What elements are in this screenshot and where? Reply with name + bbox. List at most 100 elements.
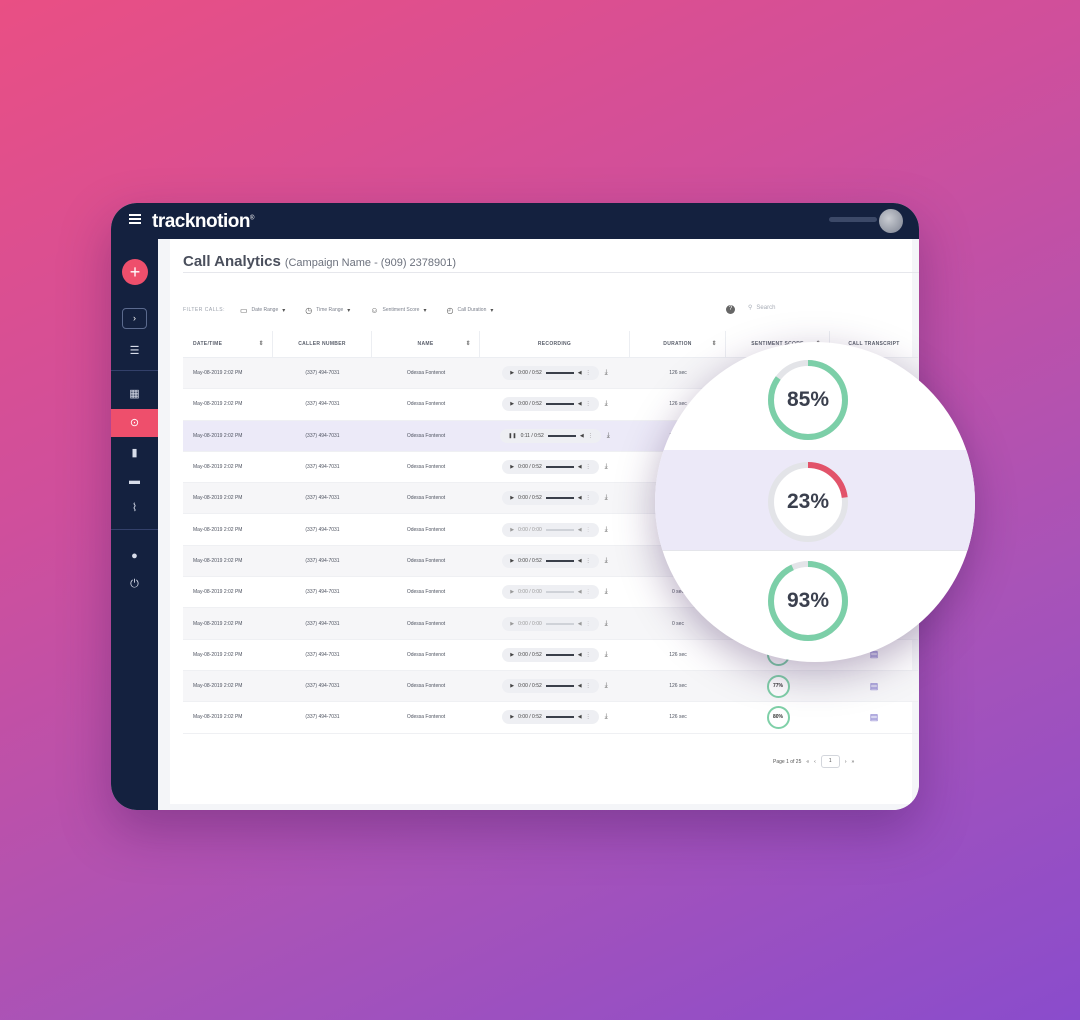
download-icon[interactable]: ⤓ [604,650,608,658]
volume-icon[interactable]: ◀ [577,620,582,627]
play-icon[interactable]: ▶ [510,651,515,658]
next-page-icon[interactable]: › [844,758,847,765]
table-row[interactable]: May-08-2019 2:02 PM (337) 494-7031 Odessa … [183,702,918,734]
play-icon[interactable]: ▶ [510,620,515,627]
play-icon[interactable]: ▶ [510,714,515,721]
play-icon[interactable]: ▶ [510,683,515,690]
time-range-filter[interactable]: ◷ Time Range ▾ [300,302,356,318]
download-icon[interactable]: ⤓ [604,682,608,690]
volume-icon[interactable]: ◀ [577,401,582,408]
avatar[interactable] [879,209,903,233]
sentiment-score-filter[interactable]: ☺ Sentiment Score ▾ [365,302,432,318]
seek-bar[interactable] [545,528,574,531]
play-icon[interactable]: ▶ [510,526,515,533]
seek-bar[interactable] [545,622,574,625]
audio-player[interactable]: ▶ 0:00 / 0:52 ◀ ⋮ [502,710,599,725]
play-icon[interactable]: ▶ [510,370,515,377]
list-icon[interactable]: ☰ [129,345,140,357]
volume-icon[interactable]: ◀ [577,589,582,596]
volume-icon[interactable]: ◀ [577,714,582,721]
download-icon[interactable]: ⤓ [604,619,608,627]
seek-bar[interactable] [545,591,574,594]
sort-icon[interactable]: ⇕ [711,341,717,347]
download-icon[interactable]: ⤓ [604,400,608,408]
user-settings-icon[interactable]: ● [131,550,138,562]
more-options-icon[interactable]: ⋮ [585,651,591,658]
last-page-icon[interactable]: » [851,758,855,765]
more-options-icon[interactable]: ⋮ [585,401,591,408]
pause-icon[interactable]: ❚❚ [508,432,517,439]
sort-icon[interactable]: ⇕ [258,341,264,347]
seek-bar[interactable] [545,466,574,469]
more-options-icon[interactable]: ⋮ [587,432,593,439]
chat-icon[interactable]: ▬ [129,475,140,487]
user-name[interactable] [829,217,877,222]
audio-player[interactable]: ▶ 0:00 / 0:52 ◀ ⋮ [502,397,599,412]
download-icon[interactable]: ⤓ [604,463,608,471]
expand-sidebar-button[interactable]: › [122,308,147,329]
more-options-icon[interactable]: ⋮ [585,620,591,627]
audio-player[interactable]: ❚❚ 0:11 / 0:52 ◀ ⋮ [500,428,601,443]
seek-bar[interactable] [545,559,574,562]
add-button[interactable]: + [122,259,148,285]
seek-bar[interactable] [545,685,574,688]
more-options-icon[interactable]: ⋮ [585,557,591,564]
seek-bar[interactable] [547,434,576,437]
table-row[interactable]: May-08-2019 2:02 PM (337) 494-7031 Odessa … [183,670,918,703]
seek-bar[interactable] [545,497,574,500]
download-icon[interactable]: ⤓ [604,556,608,564]
volume-icon[interactable]: ◀ [579,432,584,439]
page-number-input[interactable]: 1 [820,755,840,768]
help-icon[interactable]: ? [726,305,735,314]
play-icon[interactable]: ▶ [510,464,515,471]
header-date-time[interactable]: DATE/TIME ⇕ [183,331,273,357]
seek-bar[interactable] [545,372,574,375]
play-icon[interactable]: ▶ [510,495,515,502]
call-analytics-icon[interactable]: ⊙ [111,409,158,437]
first-page-icon[interactable]: « [806,758,810,765]
audio-player[interactable]: ▶ 0:00 / 0:52 ◀ ⋮ [502,553,599,568]
power-icon[interactable]: ⏻ [130,578,139,590]
audio-player[interactable]: ▶ 0:00 / 0:52 ◀ ⋮ [502,679,599,694]
more-options-icon[interactable]: ⋮ [585,683,591,690]
prev-page-icon[interactable]: ‹ [814,758,816,765]
table-row[interactable]: May-08-2019 2:02 PM (337) 494-7031 Odessa … [183,577,918,609]
volume-icon[interactable]: ◀ [577,557,582,564]
line-chart-icon[interactable]: ⌇ [131,502,138,514]
download-icon[interactable]: ⤓ [604,588,608,596]
date-range-filter[interactable]: ▭ Date Range ▾ [234,302,291,318]
transcript-icon[interactable]: ▤ [869,649,879,660]
more-options-icon[interactable]: ⋮ [585,714,591,721]
play-icon[interactable]: ▶ [510,401,515,408]
more-options-icon[interactable]: ⋮ [585,526,591,533]
bar-chart-icon[interactable]: ▮ [131,447,138,459]
download-icon[interactable]: ⤓ [606,431,610,439]
volume-icon[interactable]: ◀ [577,683,582,690]
header-duration[interactable]: DURATION ⇕ [630,331,726,357]
sort-icon[interactable]: ⇕ [465,341,471,347]
more-options-icon[interactable]: ⋮ [585,495,591,502]
volume-icon[interactable]: ◀ [577,370,582,377]
audio-player[interactable]: ▶ 0:00 / 0:00 ◀ ⋮ [502,585,599,600]
volume-icon[interactable]: ◀ [577,464,582,471]
menu-icon[interactable] [129,214,141,224]
grid-icon[interactable]: ▦ [129,388,140,400]
play-icon[interactable]: ▶ [510,557,515,564]
download-icon[interactable]: ⤓ [604,713,608,721]
more-options-icon[interactable]: ⋮ [585,464,591,471]
download-icon[interactable]: ⤓ [604,525,608,533]
audio-player[interactable]: ▶ 0:00 / 0:52 ◀ ⋮ [502,460,599,475]
seek-bar[interactable] [545,653,574,656]
volume-icon[interactable]: ◀ [577,526,582,533]
download-icon[interactable]: ⤓ [604,494,608,502]
table-row[interactable]: May-08-2019 2:02 PM (337) 494-7031 Odessa … [183,389,918,421]
volume-icon[interactable]: ◀ [577,495,582,502]
audio-player[interactable]: ▶ 0:00 / 0:00 ◀ ⋮ [502,616,599,631]
audio-player[interactable]: ▶ 0:00 / 0:52 ◀ ⋮ [502,491,599,506]
audio-player[interactable]: ▶ 0:00 / 0:00 ◀ ⋮ [502,522,599,537]
search-input[interactable]: ⚲ Search [748,304,775,312]
more-options-icon[interactable]: ⋮ [585,589,591,596]
transcript-icon[interactable]: ▤ [869,711,879,722]
transcript-icon[interactable]: ▤ [869,680,879,691]
header-name[interactable]: NAME ⇕ [372,331,480,357]
